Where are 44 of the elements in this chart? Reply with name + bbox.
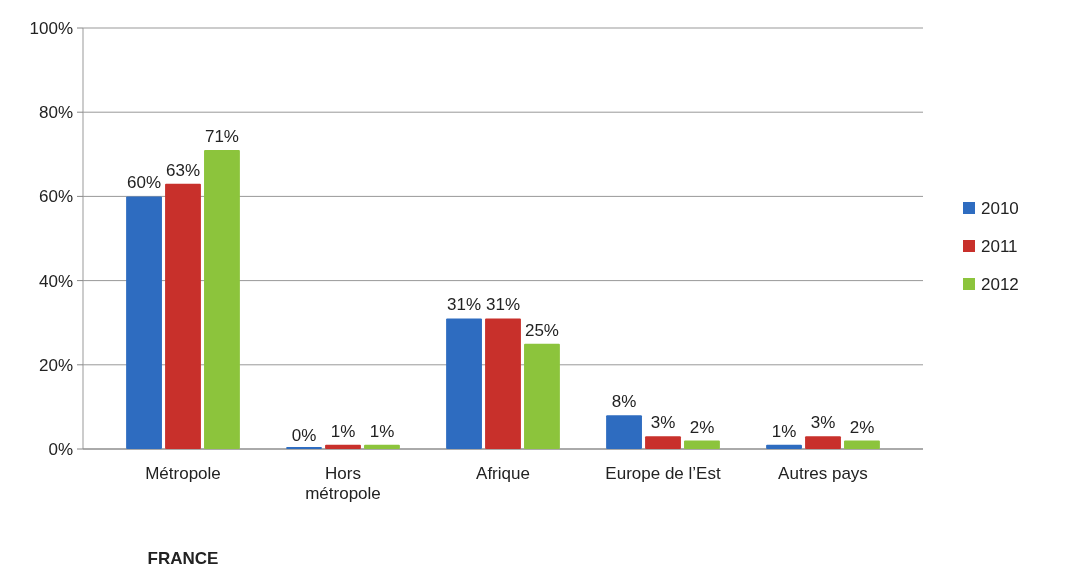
bar: [684, 440, 720, 449]
data-label: 31%: [485, 295, 521, 315]
x-tick-label: Métropole: [145, 464, 221, 483]
bar: [325, 444, 361, 449]
x-tick-label: Afrique: [476, 464, 530, 483]
data-label: 1%: [369, 421, 395, 441]
data-label: 0%: [291, 426, 317, 445]
data-label: 1%: [330, 421, 356, 441]
legend-label: 2010: [981, 198, 1019, 218]
data-label: 8%: [611, 392, 637, 412]
y-tick-label: 100%: [29, 18, 73, 38]
bar: [524, 343, 560, 449]
data-label: 63%: [165, 160, 201, 180]
bar: [844, 440, 880, 449]
y-tick-label: 40%: [38, 271, 73, 291]
text: FRANCE: [147, 549, 219, 568]
data-label: 71%: [204, 127, 239, 147]
data-label: 2%: [689, 417, 715, 437]
bar: [165, 183, 201, 449]
legend-label: 2012: [981, 274, 1019, 294]
y-tick-label: 80%: [38, 103, 73, 123]
y-tick-label: 0%: [48, 439, 73, 459]
data-label: 2%: [849, 417, 875, 437]
bar: [805, 436, 841, 449]
bar: [446, 318, 482, 449]
data-label: 1%: [771, 421, 797, 441]
data-label: 3%: [650, 413, 676, 433]
x-tick-label: Autres pays: [778, 464, 868, 483]
legend-label: 2011: [981, 236, 1018, 256]
y-tick-label: 20%: [38, 355, 73, 375]
x-tick-label: Hors métropole: [305, 464, 381, 504]
y-tick-label: 60%: [38, 187, 73, 207]
bar: [364, 444, 400, 449]
x-tick-label: Europe de l’Est: [605, 464, 721, 483]
bar: [485, 318, 521, 449]
data-label: 31%: [447, 295, 482, 315]
data-label: 60%: [127, 173, 162, 193]
data-label: 25%: [524, 320, 559, 340]
bar: [645, 436, 681, 449]
data-label: 3%: [810, 413, 836, 433]
bar: [766, 444, 802, 449]
bar: [204, 150, 240, 449]
bar: [606, 415, 642, 449]
bar: [126, 196, 162, 449]
